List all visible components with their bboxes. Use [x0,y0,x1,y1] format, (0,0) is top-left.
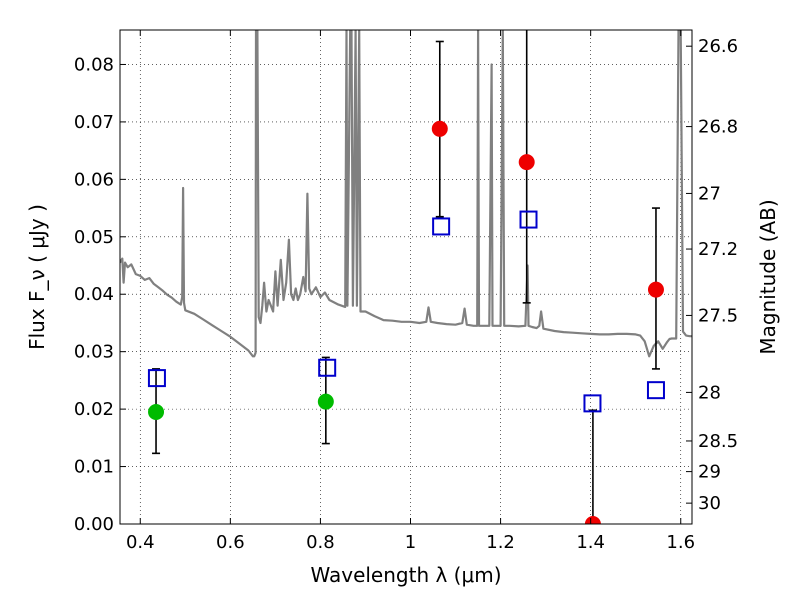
spectrum-layer [120,30,692,358]
x-tick-label: 0.8 [306,532,335,553]
y-right-tick-label: 27.5 [698,305,738,326]
y-right-axis-label: Magnitude (AB) [756,199,780,354]
x-tick-label: 0.4 [126,532,155,553]
plot-frame [119,29,693,525]
y-tick-label: 0.03 [74,342,114,363]
y-tick-label: 0.07 [74,112,114,133]
plot-area [120,30,692,524]
y-right-tick-label: 28 [698,382,721,403]
y-tick-label: 0.01 [74,457,114,478]
y-tick-label: 0.08 [74,54,114,75]
observed-flux-point [317,393,334,410]
y-right-tick-label: 26.8 [698,117,738,138]
errorbar-layer [152,30,660,524]
y-right-tick-label: 27.2 [698,239,738,260]
y-tick-label: 0.06 [74,169,114,190]
model-band-square [432,217,451,236]
x-tick-label: 1.2 [486,532,515,553]
y-tick-label: 0.02 [74,399,114,420]
observed-flux-point [148,403,165,420]
y-tick-label: 0.00 [74,514,114,535]
observed-flux-point [518,154,535,171]
y-right-tick-label: 27 [698,183,721,204]
tick-layer [120,30,692,525]
observed-point-layer [148,120,664,524]
y-tick-label: 0.04 [74,284,114,305]
y-right-tick-label: 28.5 [698,431,738,452]
model-band-square [318,358,337,377]
x-tick-label: 0.6 [216,532,245,553]
x-tick-label: 1.4 [576,532,605,553]
model-spectrum-line [120,30,692,358]
y-left-tick-labels: 0.00 0.01 0.02 0.03 0.04 0.05 0.06 0.07 0.08 [74,54,114,535]
y-right-tick-label: 29 [698,462,721,483]
observed-flux-point [431,120,448,137]
model-band-square [583,394,602,413]
y-right-tick-label: 30 [698,493,721,514]
observed-flux-point [647,281,664,298]
y-right-tick-labels: 26.6 26.8 27 27.2 27.5 28 28.5 29 30 [698,36,738,514]
model-band-square [519,210,538,229]
x-tick-labels: 0.4 0.6 0.8 1 1.2 1.4 1.6 [126,532,695,553]
model-square-layer [147,210,665,413]
model-band-square [147,369,166,388]
y-tick-label: 0.05 [74,227,114,248]
grid-layer [120,30,692,525]
y-right-tick-label: 26.6 [698,36,738,57]
x-axis-label: Wavelength λ (μm) [310,563,501,587]
y-left-axis-label: Flux F_ν ( μJy ) [25,204,49,350]
x-tick-label: 1.6 [666,532,695,553]
observed-flux-point [584,516,601,524]
model-band-square [646,381,665,400]
x-tick-label: 1 [405,532,416,553]
